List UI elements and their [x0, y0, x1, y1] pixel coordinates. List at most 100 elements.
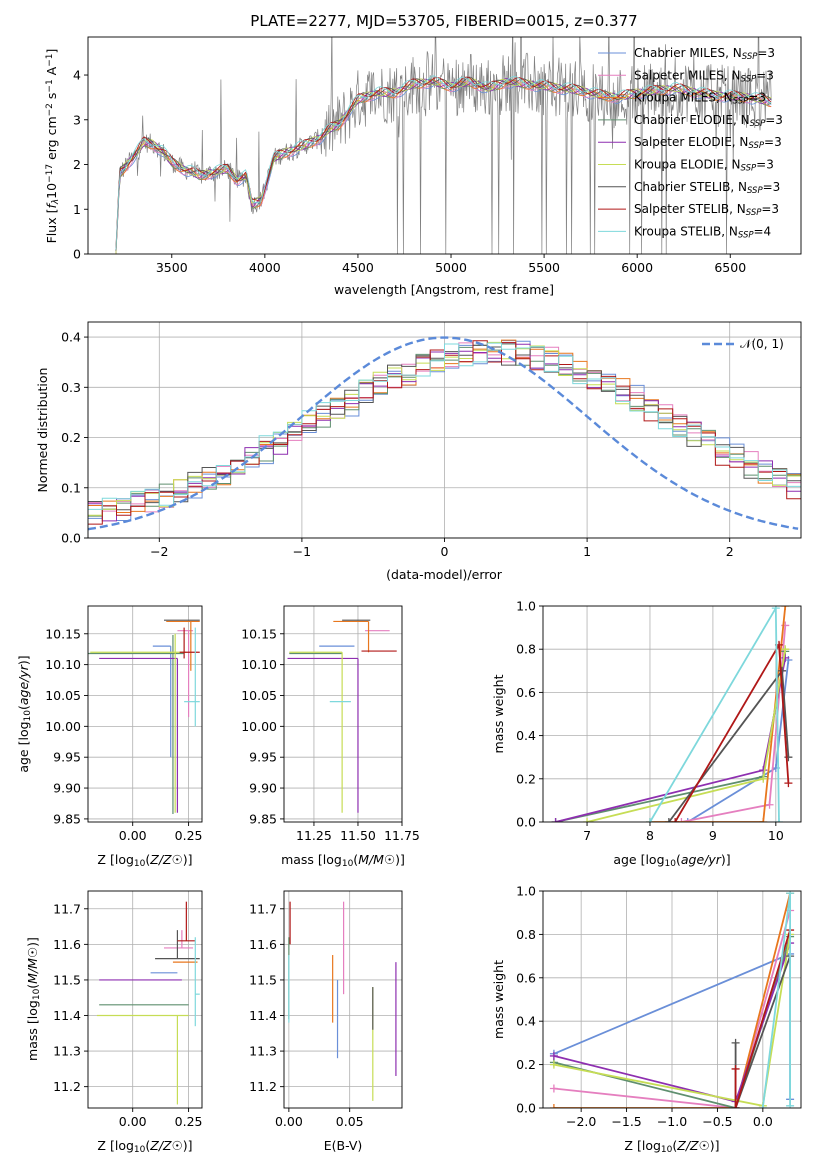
- age-vs-mass-panel-ytick-label: 9.90: [249, 781, 277, 796]
- zlabel-post: ☉)]: [172, 1138, 193, 1153]
- ylabel-part: A: [44, 66, 59, 79]
- masslabel-log: log: [25, 1000, 40, 1019]
- masslabel-log: log: [323, 852, 342, 867]
- mass-weight-age-panel-ytick-label: 0.0: [516, 815, 536, 830]
- mass-weight-z-panel-xtick-label: 0.0: [753, 1114, 773, 1129]
- legend-sub: SSP: [738, 231, 754, 241]
- mass-weight-age-panel-xtick-label: 8: [646, 828, 654, 843]
- spectrum-xtick-label: 5000: [435, 260, 467, 275]
- mass-weight-marker: [774, 818, 783, 822]
- masslabel-paren: (: [25, 984, 40, 989]
- mass-weight-age-panel-ytick-label: 0.4: [516, 728, 536, 743]
- mass-vs-z-panel-ytick-label: 11.4: [53, 1008, 81, 1023]
- mass-vs-ebv-panel: 0.00 0.05 11.2 11.3 11.4 11.5 11.6 11.7: [249, 890, 403, 1129]
- mass-weight-marker: [551, 818, 560, 822]
- histogram-ytick-label: 0.0: [61, 531, 81, 546]
- mass-vs-z-panel-xlabel: Z [log10(Z/Z☉)]: [97, 1138, 192, 1155]
- spectrum-xtick-label: 4000: [249, 260, 281, 275]
- histogram-xtick-label: 2: [726, 544, 734, 559]
- histogram-ytick-label: 0.2: [61, 430, 81, 445]
- mass-weight-age-panel-plot: [543, 606, 801, 822]
- agelabel-paren: (: [676, 852, 681, 867]
- masslabel-a: mass [: [25, 1019, 40, 1061]
- age-vs-z-panel-ytick-label: 9.85: [53, 811, 81, 826]
- legend-suffix: =3: [764, 135, 782, 149]
- legend-label: Chabrier STELIB, N: [634, 180, 747, 194]
- mass-weight-marker: [731, 1064, 740, 1073]
- mass-weight-marker: [683, 818, 692, 822]
- mass-weight-marker: [549, 1051, 558, 1060]
- legend-sub: SSP: [741, 75, 757, 85]
- mass-weight-z-panel-xtick-label: −0.5: [702, 1114, 732, 1129]
- mass-weight-age-panel-ytick-label: 0.6: [516, 685, 536, 700]
- legend-entry: Chabrier STELIB, NSSP=3: [634, 180, 780, 196]
- legend-suffix: =4: [754, 224, 772, 238]
- age-vs-mass-panel-ytick-label: 10.15: [241, 626, 277, 641]
- age-vs-z-panel-frame: [87, 605, 203, 823]
- mass-weight-marker: [786, 1101, 795, 1108]
- legend-sub: SSP: [741, 164, 757, 174]
- age-vs-z-panel-ytick-label: 10.05: [45, 688, 81, 703]
- histogram-xtick-label: −1: [293, 544, 311, 559]
- age-vs-z-panel-xtick-label: 0.25: [175, 828, 203, 843]
- age-vs-mass-panel-xtick-label: 11.25: [296, 828, 332, 843]
- agelabel-a: age [: [613, 852, 645, 867]
- ylabel-part: −17: [45, 164, 55, 183]
- legend-entry: Salpeter MILES, NSSP=3: [634, 68, 774, 84]
- histogram-ytick-label: 0.4: [61, 330, 81, 345]
- mass-weight-marker: [765, 800, 774, 809]
- legend-entry: Kroupa ELODIE, NSSP=3: [634, 158, 774, 174]
- zlabel-post: ☉)]: [172, 852, 193, 867]
- mass-vs-z-panel-plot: [88, 891, 202, 1108]
- model-spectrum-line: [115, 78, 772, 254]
- age-vs-z-panel: 0.00 0.25 9.85 9.90 9.95 10.00 10.05 10.10 10.15: [45, 605, 203, 843]
- mass-weight-z-panel-ytick-label: 0.2: [516, 1057, 536, 1072]
- ebv-label: E(B-V): [324, 1138, 363, 1153]
- zlabel-a: Z [: [97, 1138, 114, 1153]
- age-vs-mass-panel-xlabel: mass [log10(M/M☉)]: [281, 852, 405, 869]
- mass-weight-marker: [664, 818, 673, 822]
- mass-weight-marker: [784, 779, 793, 788]
- mass-vs-ebv-panel-xtick-label: 0.05: [336, 1114, 364, 1129]
- legend-entry: Salpeter ELODIE, NSSP=3: [634, 135, 782, 151]
- legend-suffix: =3: [756, 158, 774, 172]
- spectrum-ytick-label: 1: [73, 202, 81, 217]
- spectrum-ylabel: Flux [fλ10−17 erg cm−2 s−1 A−1]: [44, 49, 61, 244]
- legend-label: Kroupa ELODIE, N: [634, 158, 741, 172]
- legend-sub: SSP: [733, 97, 749, 107]
- zlabel-log: log: [642, 1138, 661, 1153]
- zlabel-paren: (: [145, 1138, 150, 1153]
- histogram-xlabel: (data-model)/error: [386, 567, 503, 582]
- spectrum-xtick-label: 3500: [156, 260, 188, 275]
- ylabel-part: erg cm: [44, 116, 59, 164]
- masslabel-post: ☉)]: [384, 852, 405, 867]
- spectrum-xtick-label: 4500: [342, 260, 374, 275]
- mass-vs-ebv-panel-ytick-label: 11.7: [249, 901, 277, 916]
- age-vs-mass-panel-ytick-label: 10.00: [241, 719, 277, 734]
- legend-entry: Chabrier ELODIE, NSSP=3: [634, 113, 783, 129]
- mass-weight-marker: [549, 1084, 558, 1093]
- masslabel-a: mass [: [281, 852, 323, 867]
- mass-vs-z-panel-ytick-label: 11.6: [53, 937, 81, 952]
- mass-weight-age-panel-xtick-label: 9: [709, 828, 717, 843]
- legend-sub: SSP: [747, 186, 763, 196]
- age-vs-mass-panel-ytick-label: 10.05: [241, 688, 277, 703]
- age-vs-mass-panel-xtick-label: 11.75: [384, 828, 420, 843]
- agelabel-log: log: [645, 852, 664, 867]
- masslabel-var: M/M: [25, 958, 40, 984]
- spectrum-ytick-label: 4: [73, 68, 81, 83]
- mass-weight-age-panel-ytick-label: 0.8: [516, 642, 536, 657]
- mass-weight-age-panel-ylabel: mass weight: [491, 674, 506, 753]
- model-spectrum-line: [115, 76, 772, 251]
- age-vs-z-panel-ytick-label: 9.95: [53, 750, 81, 765]
- legend-entry: Salpeter STELIB, NSSP=3: [634, 202, 779, 218]
- mass-weight-marker: [759, 818, 768, 822]
- model-spectrum-line: [115, 75, 772, 250]
- age-vs-mass-panel-ytick-label: 10.10: [241, 657, 277, 672]
- spectrum-xtick-label: 5500: [528, 260, 560, 275]
- mass-vs-z-panel-ytick-label: 11.2: [53, 1079, 81, 1094]
- spectrum-ytick-label: 0: [73, 247, 81, 262]
- ylabel-part: −1: [45, 53, 55, 66]
- model-spectrum-line: [115, 76, 772, 249]
- mass-weight-line: [734, 955, 791, 1108]
